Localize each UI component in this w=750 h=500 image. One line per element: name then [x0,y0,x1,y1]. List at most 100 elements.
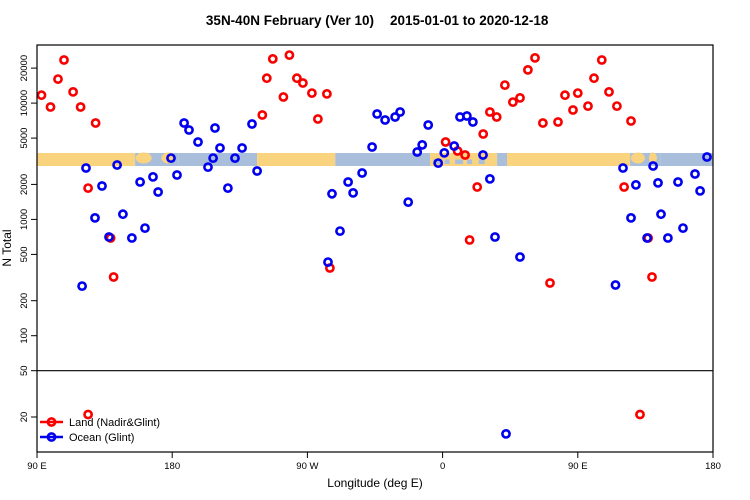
ocean-point [210,123,220,133]
ocean-point [208,153,218,163]
land-point [59,55,69,65]
y-tick-label: 2000 [19,174,30,195]
ocean-point [403,197,414,207]
y-tick-label: 10000 [19,90,30,116]
land-point [261,73,272,84]
x-tick-label: 90 E [568,461,588,472]
ocean-point [395,107,405,117]
ocean-point [247,119,257,129]
y-tick-label: 200 [19,293,30,309]
land-point [604,87,614,97]
legend-label-land: Land (Nadir&Glint) [69,417,160,429]
land-point [619,182,629,192]
ocean-point [179,118,189,128]
ocean-point [702,152,712,162]
band-segment-land [37,153,136,166]
land-point [108,272,119,282]
land-point [440,137,451,147]
ocean-point [126,233,137,243]
ocean-point [148,171,158,182]
land-point [530,53,540,63]
ocean-point [203,162,213,172]
legend: Land (Nadir&Glint) Ocean (Glint) [40,417,160,444]
land-point [572,88,583,98]
ocean-point [222,183,233,193]
legend-label-ocean: Ocean (Glint) [69,432,134,444]
legend-circle-land-icon [46,417,57,427]
land-point [635,409,645,420]
land-point [68,87,78,97]
band-island-patch [135,152,152,164]
land-point [36,90,47,101]
ocean-point [648,161,658,171]
land-point [499,80,510,90]
band-segment-land [507,153,630,166]
ocean-point [467,117,478,127]
land-point [553,117,563,127]
ocean-point [230,153,240,163]
band-segment-ocean [660,153,713,166]
land-point [478,129,489,139]
ocean-point [515,252,525,262]
ocean-point [367,142,377,152]
ocean-point [140,223,150,233]
y-tick-label: 1000 [19,209,30,230]
ocean-point [112,160,122,170]
ocean-point [626,212,636,223]
land-point [297,78,308,88]
ocean-point [390,112,400,122]
land-point [596,55,607,65]
band-sea-patch [444,159,450,164]
legend-circle-ocean-icon [46,432,57,442]
y-tick-label: 500 [19,246,30,262]
land-point [90,118,101,128]
land-point [508,97,518,107]
ocean-point [673,177,683,187]
land-point [257,110,268,120]
land-point [568,105,578,115]
chart-title-left: 35N-40N February (Ver 10) [206,13,374,28]
x-tick-label: 90 E [27,461,47,472]
plot-border [36,44,714,453]
land-point [75,102,86,112]
land-point [306,88,317,98]
band-segment-ocean [497,153,507,166]
band-segment-land [257,153,336,166]
x-tick-label: 90 W [296,461,318,472]
ocean-point [357,168,367,178]
ocean-point [118,209,128,220]
y-tick-label: 20 [19,412,30,423]
land-point [545,278,555,288]
land-point [538,118,548,128]
y-tick-label: 20000 [19,55,30,81]
ocean-point [461,111,472,121]
ocean-point [642,233,652,243]
ocean-point [439,147,450,158]
land-point [321,89,332,99]
ocean-point [104,232,114,242]
x-tick-label: 0 [440,461,445,472]
land-point [45,102,56,112]
land-point [491,112,502,122]
ocean-point [323,257,333,267]
ocean-point [77,281,87,291]
ocean-point [215,143,225,153]
band-sea-patch [478,159,485,164]
land-point [278,92,289,102]
land-point [312,114,323,124]
ocean-point [252,166,262,176]
ocean-point [193,137,203,147]
ocean-point [372,109,382,119]
ocean-point [501,428,511,439]
ocean-point [618,163,628,173]
ocean-point [97,181,107,191]
ocean-point [678,223,688,233]
ocean-point [478,150,488,160]
land-point [515,93,525,103]
land-point [484,107,495,117]
ocean-point [653,177,663,188]
band-island-patch [648,152,657,164]
x-tick-label: 180 [164,461,180,472]
land-point [583,101,593,111]
